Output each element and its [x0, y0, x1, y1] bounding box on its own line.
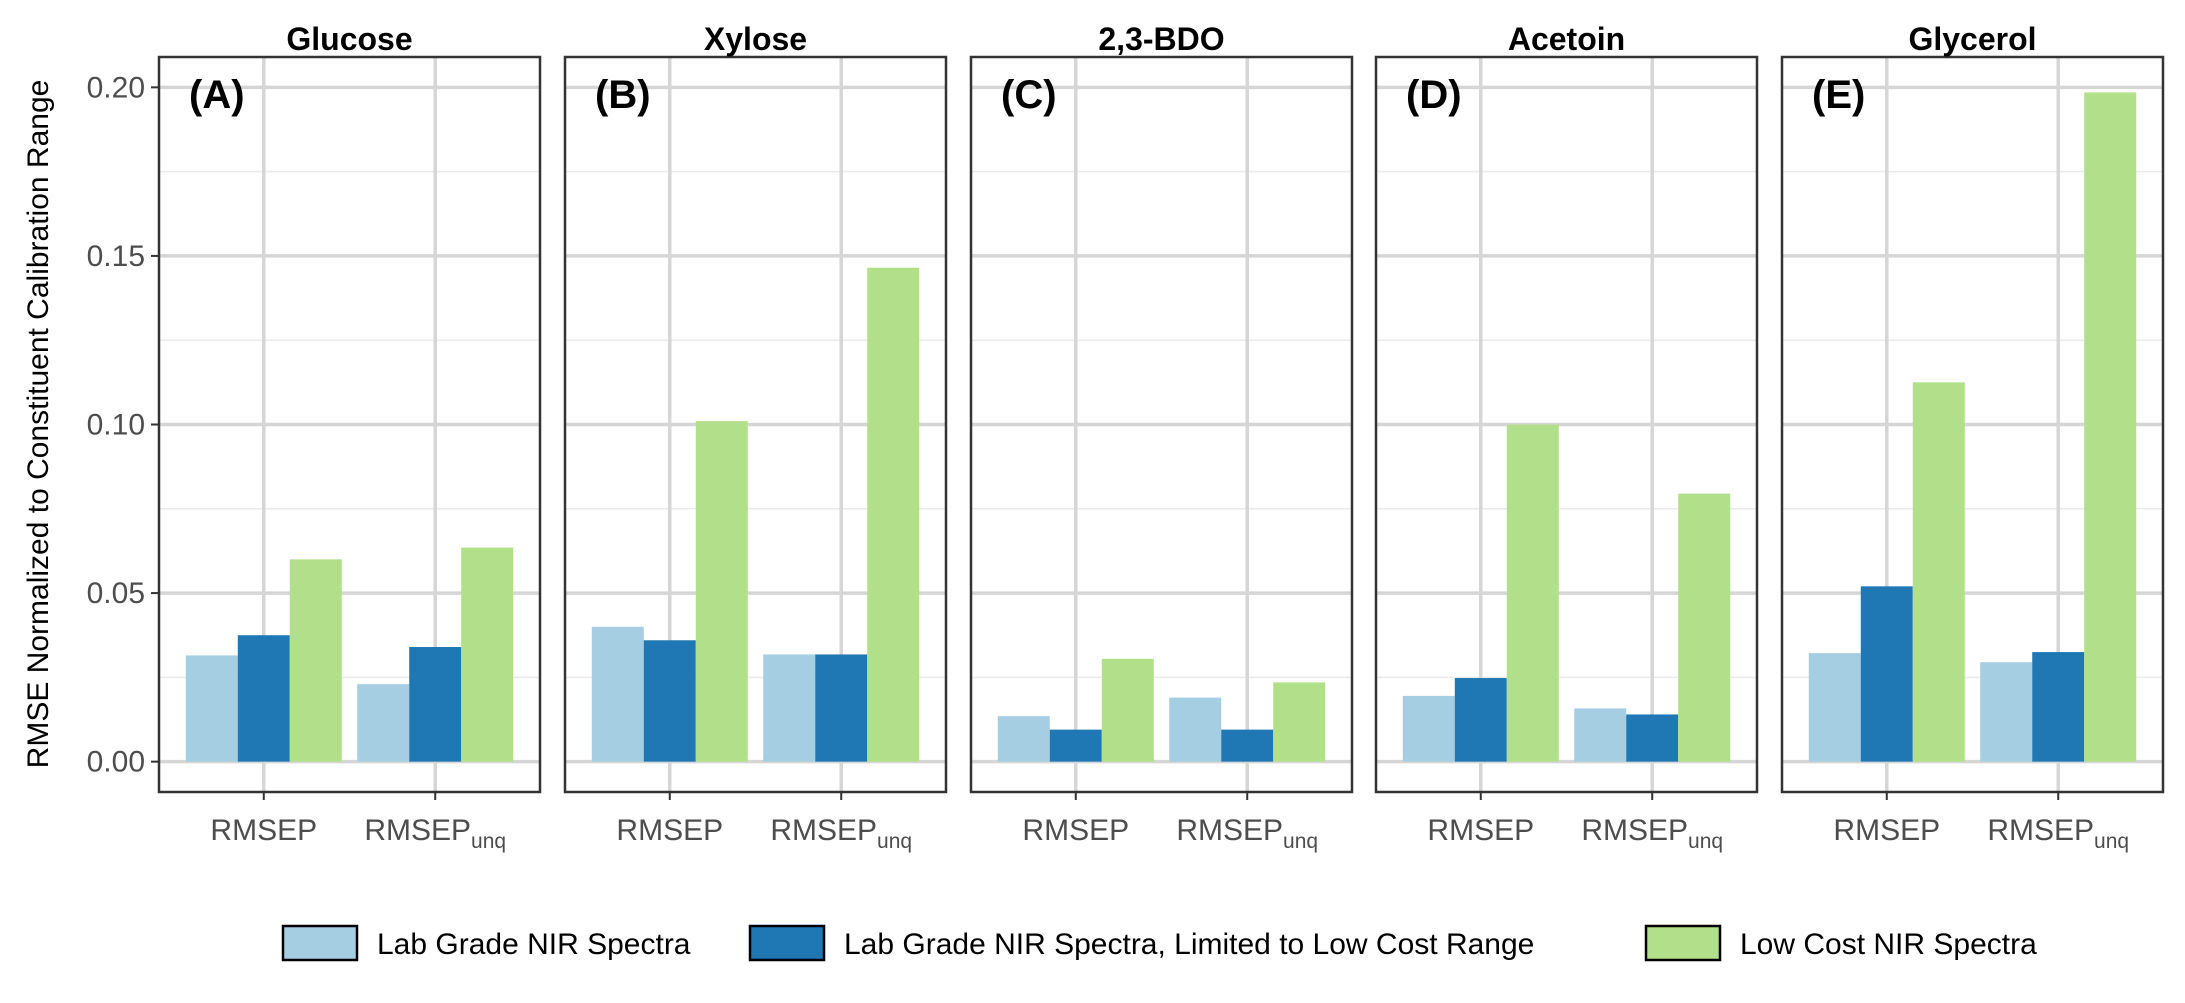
bar	[1506, 424, 1559, 762]
panel-title: Glucose	[286, 21, 412, 57]
y-tick-label: 0.10	[87, 409, 145, 442]
bar	[695, 421, 748, 762]
facet-panel: Glycerol (E) RMSEP RMSEPunq	[1780, 21, 2165, 853]
x-tick-label: RMSEP	[616, 814, 723, 847]
bar	[1402, 695, 1455, 762]
legend-swatch	[1644, 924, 1722, 962]
x-tick-label: RMSEPunq	[770, 814, 912, 853]
y-tick-label: 0.15	[87, 240, 145, 273]
legend-item: Low Cost NIR Spectra	[1644, 924, 2037, 962]
facet-panel: 2,3-BDO (C) RMSEP RMSEPunq	[969, 21, 1354, 853]
panel-border	[1780, 55, 2165, 794]
facet-panel: Acetoin (D) RMSEP RMSEPunq	[1374, 21, 1759, 853]
y-tick-label: 0.20	[87, 71, 145, 104]
bar	[409, 647, 462, 762]
bar	[357, 684, 410, 762]
legend-label: Low Cost NIR Spectra	[1740, 928, 2037, 961]
bar	[237, 635, 290, 762]
x-tick-label: RMSEP	[1833, 814, 1940, 847]
bar	[1273, 682, 1326, 762]
x-tick-label: RMSEP	[1427, 814, 1534, 847]
bar	[867, 267, 920, 762]
panel-title: Acetoin	[1508, 21, 1625, 57]
x-tick-label: RMSEP	[210, 814, 317, 847]
panel-border	[969, 55, 1354, 794]
facet-panel: Xylose (B) RMSEP RMSEPunq	[563, 21, 948, 853]
panel-label: (C)	[1001, 73, 1057, 117]
bar	[1678, 493, 1731, 762]
bar	[1860, 586, 1913, 762]
panel-border	[157, 55, 542, 794]
bar	[1912, 382, 1965, 762]
panel-label: (B)	[595, 73, 651, 117]
bar	[1808, 653, 1861, 762]
bar	[763, 654, 816, 762]
bar	[1049, 729, 1102, 762]
bar	[1574, 708, 1627, 762]
bar	[815, 654, 868, 762]
y-tick-label: 0.00	[87, 746, 145, 779]
bar	[185, 655, 238, 762]
panel-border	[1374, 55, 1759, 794]
legend-label: Lab Grade NIR Spectra, Limited to Low Co…	[844, 928, 1534, 961]
bar	[2084, 92, 2137, 762]
legend-label: Lab Grade NIR Spectra	[377, 928, 691, 961]
bar	[2032, 652, 2085, 762]
bar	[1169, 697, 1222, 762]
panel-label: (E)	[1812, 73, 1865, 117]
bar	[1626, 714, 1679, 762]
bar	[591, 626, 644, 762]
bar	[289, 559, 342, 762]
bar	[1980, 662, 2033, 762]
legend: Lab Grade NIR Spectra Lab Grade NIR Spect…	[281, 924, 2037, 962]
bar	[997, 716, 1050, 762]
bar	[1101, 658, 1154, 762]
x-tick-label: RMSEP	[1022, 814, 1129, 847]
bar	[643, 640, 696, 762]
bar	[461, 547, 514, 762]
panel-border	[563, 55, 948, 794]
bar	[1454, 678, 1507, 762]
panel-title: 2,3-BDO	[1098, 21, 1224, 57]
legend-item: Lab Grade NIR Spectra	[281, 924, 691, 962]
facet-panel: Glucose (A) RMSEP RMSEPunq	[157, 21, 542, 853]
legend-swatch	[281, 924, 359, 962]
legend-item: Lab Grade NIR Spectra, Limited to Low Co…	[748, 924, 1534, 962]
x-tick-label: RMSEPunq	[1987, 814, 2129, 853]
y-axis-title: RMSE Normalized to Constituent Calibrati…	[22, 80, 55, 769]
legend-swatch	[748, 924, 826, 962]
x-tick-label: RMSEPunq	[364, 814, 506, 853]
y-tick-label: 0.05	[87, 577, 145, 610]
panel-title: Xylose	[704, 21, 807, 57]
x-tick-label: RMSEPunq	[1581, 814, 1723, 853]
panel-label: (D)	[1406, 73, 1462, 117]
bar	[1221, 729, 1274, 762]
x-tick-label: RMSEPunq	[1176, 814, 1318, 853]
panel-title: Glycerol	[1908, 21, 2036, 57]
panel-label: (A)	[189, 73, 245, 117]
